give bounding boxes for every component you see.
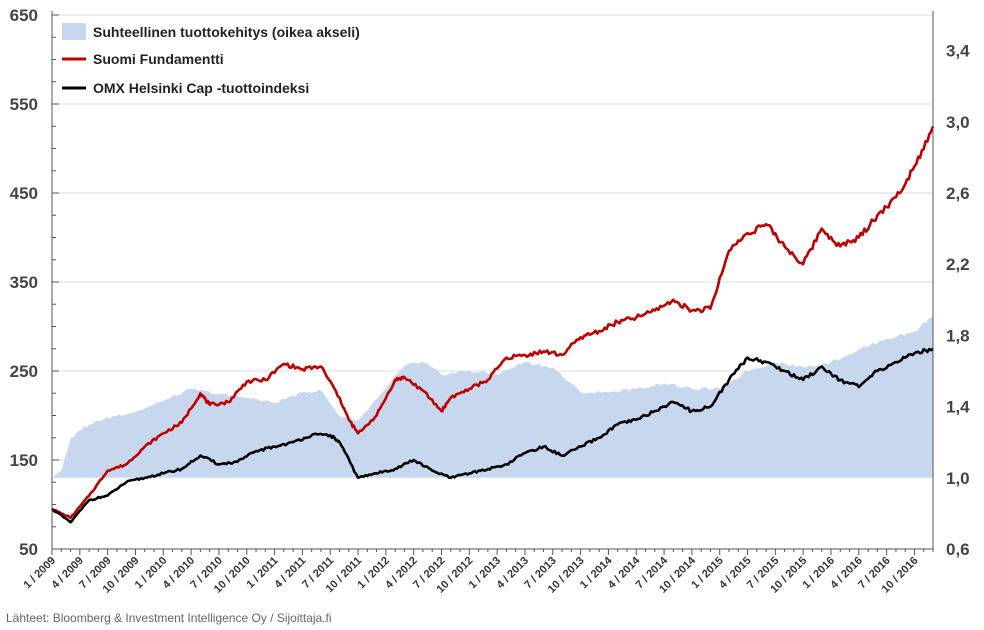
- legend-label-red: Suomi Fundamentti: [93, 51, 224, 67]
- series-area-relative-performance: [52, 315, 933, 478]
- source-note: Lähteet: Bloomberg & Investment Intellig…: [6, 611, 332, 625]
- legend-label-area: Suhteellinen tuottokehitys (oikea akseli…: [93, 24, 360, 40]
- right-axis-ticks: 0,6 1,0 1,4 1,8 2,2 2,6 3,0 3,4: [946, 42, 970, 559]
- legend-swatch-area: [62, 23, 86, 40]
- series-line-suomi-fundamentti: [51, 125, 935, 520]
- left-tick-label: 550: [10, 95, 38, 114]
- right-tick-label: 3,0: [946, 113, 970, 132]
- axes: [51, 11, 934, 555]
- right-tick-label: 3,4: [946, 42, 970, 61]
- right-tick-label: 1,8: [946, 326, 970, 345]
- right-tick-label: 2,6: [946, 184, 970, 203]
- legend-label-black: OMX Helsinki Cap -tuottoindeksi: [93, 80, 309, 96]
- right-tick-label: 1,4: [946, 398, 970, 417]
- left-tick-label: 650: [10, 6, 38, 25]
- left-tick-label: 450: [10, 184, 38, 203]
- legend: Suhteellinen tuottokehitys (oikea akseli…: [62, 23, 360, 96]
- right-tick-label: 0,6: [946, 540, 970, 559]
- right-tick-label: 1,0: [946, 469, 970, 488]
- left-tick-label: 50: [19, 540, 38, 559]
- left-tick-label: 350: [10, 273, 38, 292]
- left-axis-ticks: 50 150 250 350 450 550 650: [10, 6, 38, 559]
- series-line-omx-helsinki: [51, 347, 934, 524]
- left-tick-label: 250: [10, 362, 38, 381]
- right-tick-label: 2,2: [946, 255, 970, 274]
- left-tick-label: 150: [10, 451, 38, 470]
